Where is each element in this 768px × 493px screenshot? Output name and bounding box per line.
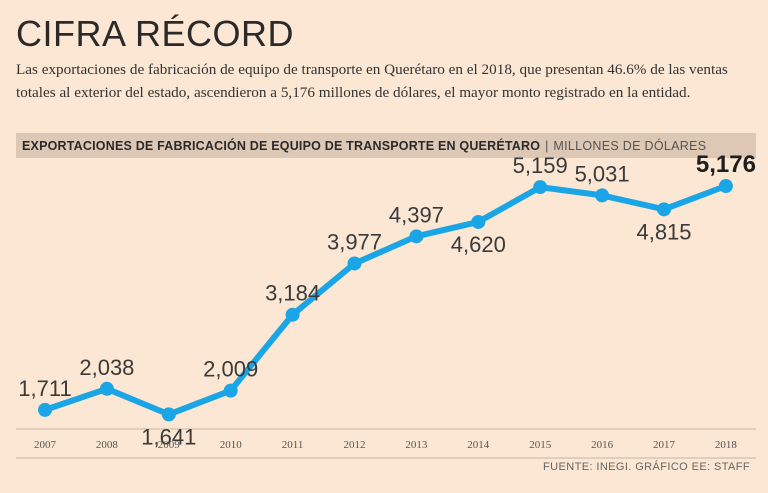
- data-label-2018: 5,176: [696, 151, 756, 178]
- data-point-2007: [38, 402, 52, 417]
- x-tick-2014: 2014: [467, 439, 490, 451]
- data-label-2015: 5,159: [513, 153, 568, 178]
- data-point-2011: [285, 307, 300, 322]
- chart-header-separator: |: [545, 138, 549, 153]
- chart-header-bar: EXPORTACIONES DE FABRICACIÓN DE EQUIPO D…: [16, 133, 756, 158]
- chart-grid: [16, 428, 756, 459]
- chart-unit: MILLONES DE DÓLARES: [553, 138, 707, 153]
- x-tick-2012: 2012: [344, 439, 366, 451]
- x-tick-2016: 2016: [591, 439, 614, 451]
- x-tick-2010: 2010: [220, 439, 243, 451]
- chart-points: [38, 179, 733, 422]
- x-tick-2015: 2015: [529, 439, 552, 451]
- data-label-2017: 4,815: [636, 219, 691, 244]
- data-label-2009: 1,641: [141, 424, 196, 449]
- chart-title: EXPORTACIONES DE FABRICACIÓN DE EQUIPO D…: [22, 138, 541, 153]
- data-label-2007: 1,711: [18, 376, 71, 401]
- page-title: CIFRA RÉCORD: [16, 13, 295, 54]
- data-label-2010: 2,009: [203, 357, 258, 382]
- data-point-2015: [533, 180, 548, 195]
- data-label-2014: 4,620: [451, 232, 506, 257]
- subtitle: Las exportaciones de fabricación de equi…: [16, 61, 728, 101]
- data-label-2012: 3,977: [327, 229, 382, 254]
- x-tick-2018: 2018: [715, 439, 738, 451]
- data-point-2013: [409, 229, 424, 244]
- data-label-2008: 2,038: [79, 355, 134, 380]
- data-label-2011: 3,184: [265, 281, 320, 306]
- x-tick-2013: 2013: [405, 439, 428, 451]
- chart-series: [42, 183, 729, 418]
- data-point-2016: [595, 188, 610, 203]
- data-point-2018: [718, 179, 733, 194]
- data-point-2010: [223, 383, 238, 398]
- chart-x-ticks: 2007 2008 2009 2010 2011 2012 2013 2014 2015 2016…: [34, 439, 737, 451]
- data-point-2012: [347, 256, 362, 271]
- x-tick-2008: 2008: [96, 439, 119, 451]
- data-point-2008: [99, 381, 114, 396]
- chart-data-labels: 1,711 2,038 1,641 2,009 3,184 3,977 4,397 4,620…: [18, 151, 756, 449]
- series-line: [42, 183, 729, 418]
- data-point-2009: [161, 407, 176, 422]
- data-point-2017: [657, 202, 671, 217]
- x-tick-2017: 2017: [653, 439, 676, 451]
- x-tick-2011: 2011: [282, 439, 304, 451]
- data-label-2013: 4,397: [389, 202, 444, 227]
- source-footer: FUENTE: INEGI. GRÁFICO EE: STAFF: [543, 461, 750, 473]
- x-tick-2009: 2009: [158, 439, 181, 451]
- data-label-2016: 5,031: [575, 161, 630, 186]
- x-tick-2007: 2007: [34, 439, 57, 451]
- data-point-2014: [471, 214, 486, 229]
